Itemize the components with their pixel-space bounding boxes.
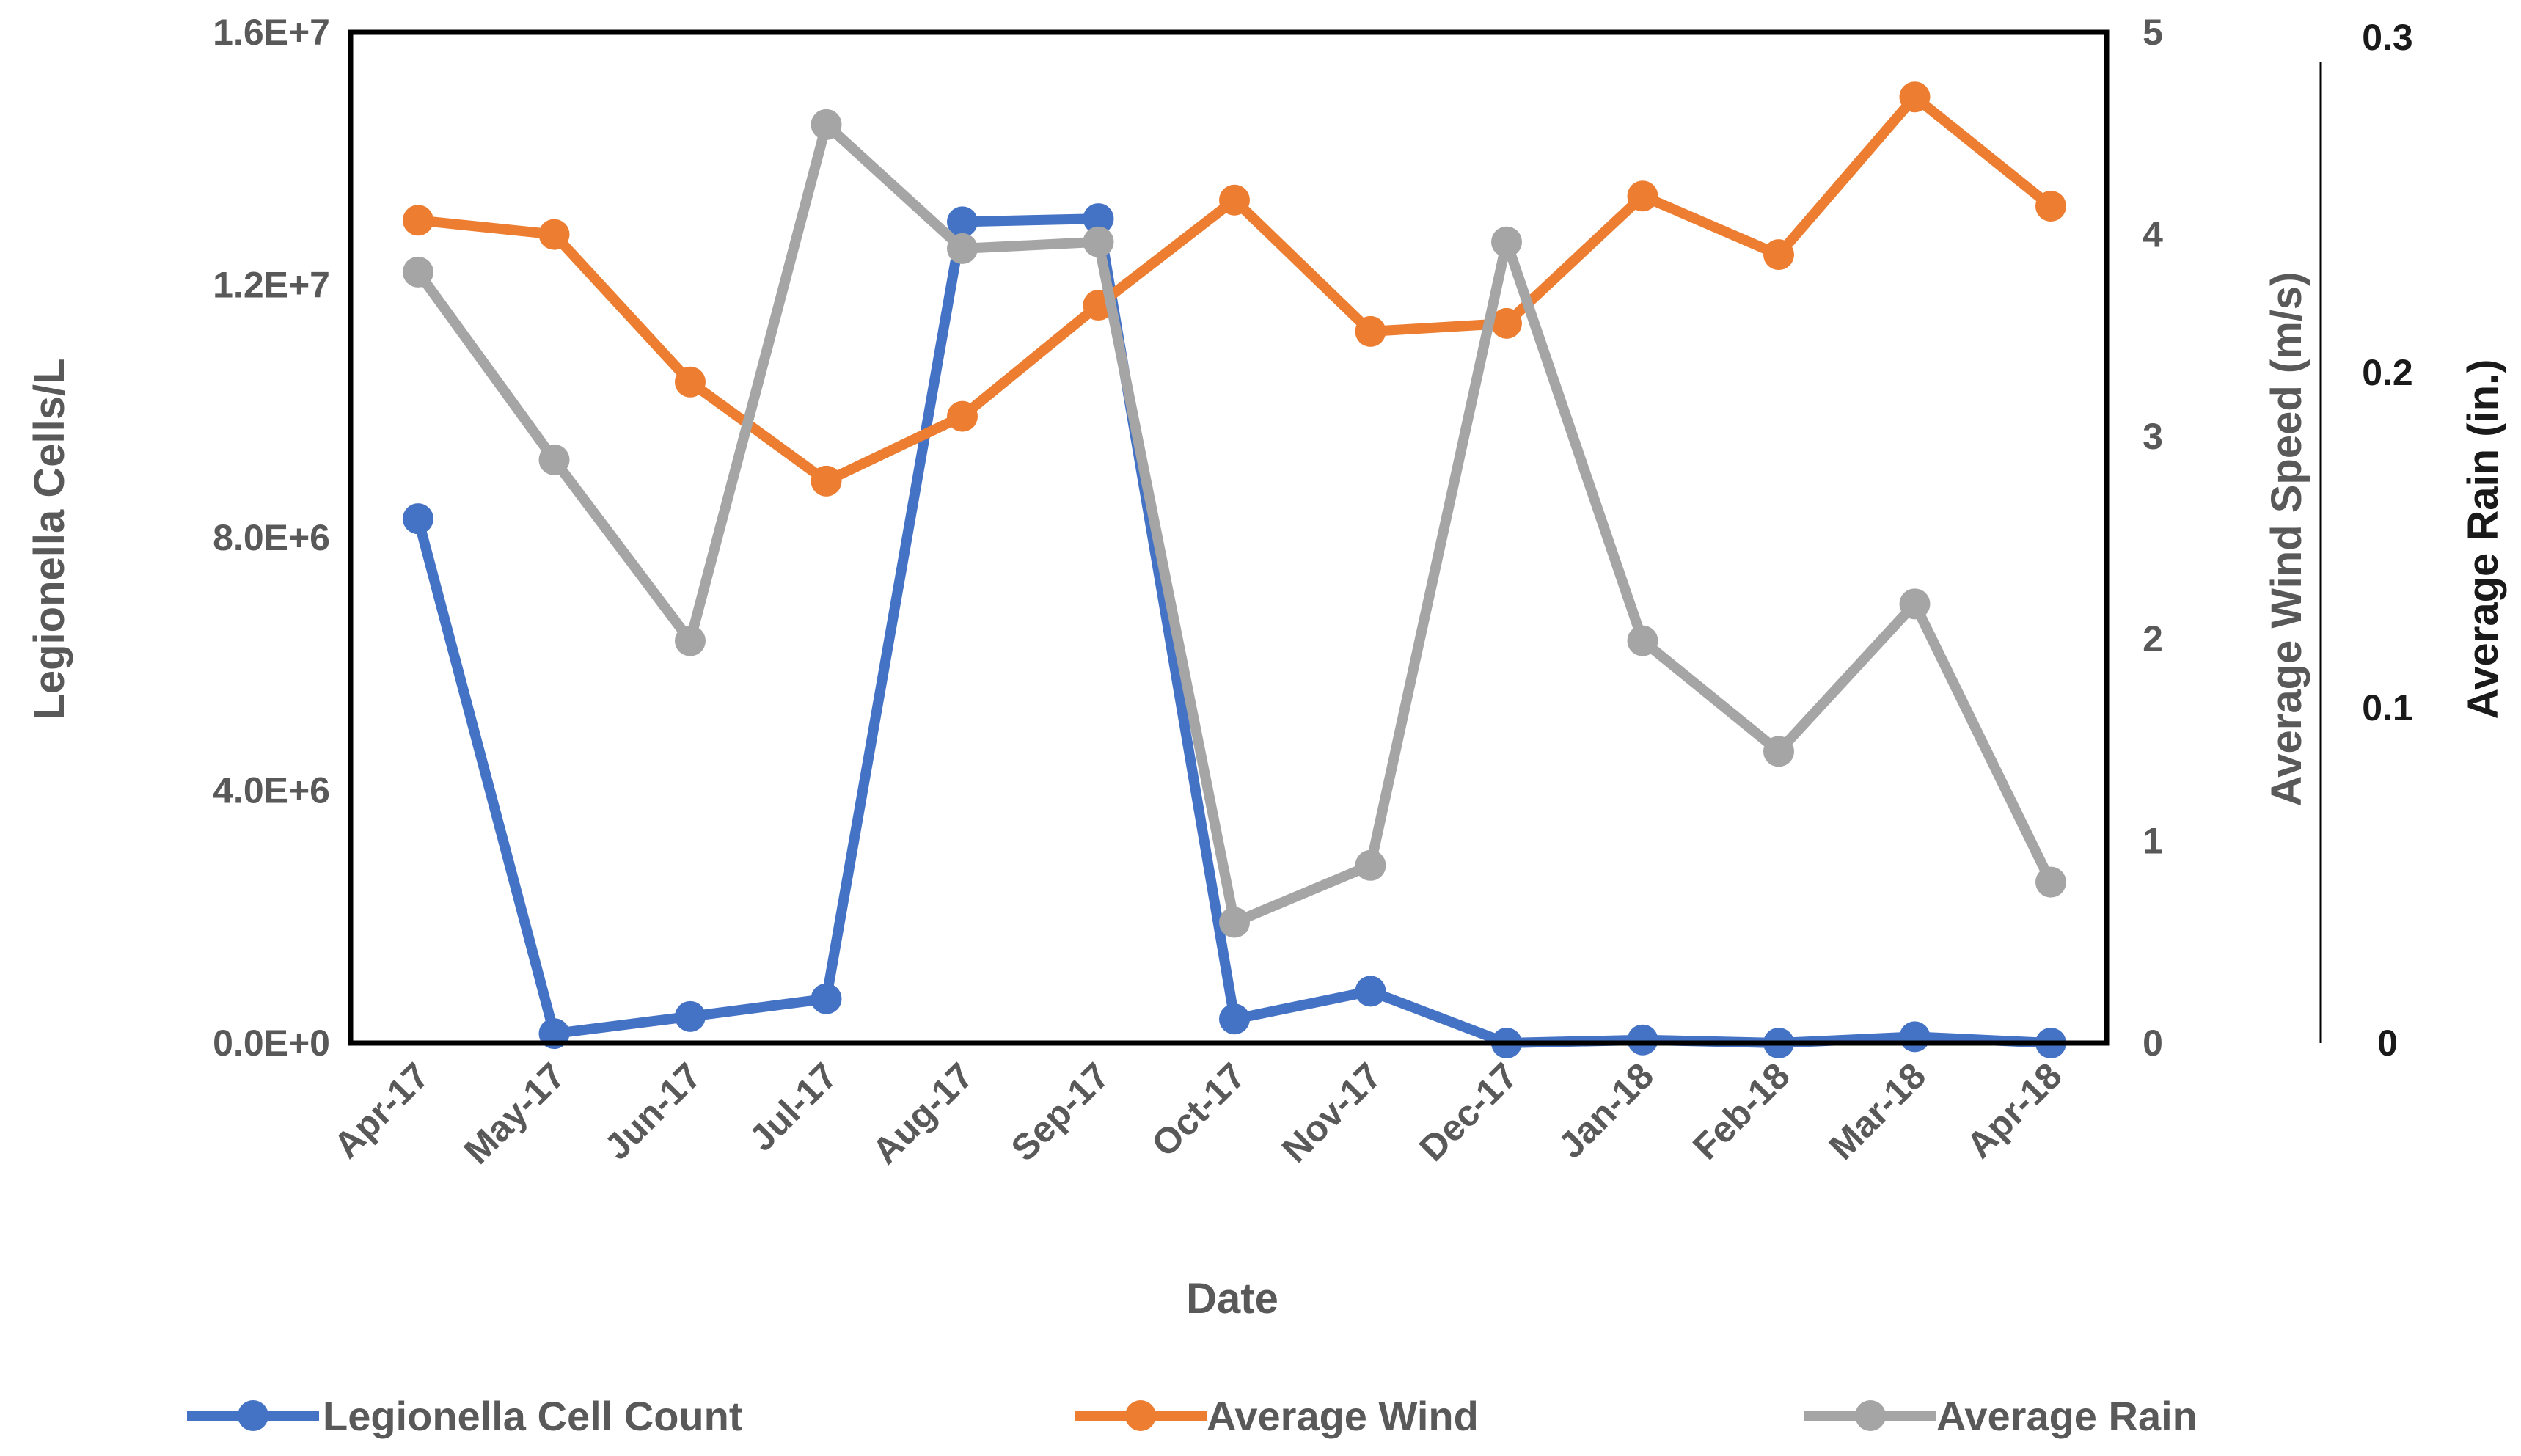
legend-marker [1125,1400,1156,1431]
rain-tick-label: 0 [2377,1023,2398,1064]
wind-tick-label: 3 [2143,416,2163,457]
left-axis-title: Legionella Cells/L [26,358,73,720]
legend-item: Average Rain [1804,1393,2198,1439]
x-tick-label: Jun-17 [596,1055,709,1168]
data-point [1083,226,1114,257]
data-point [1355,976,1386,1007]
data-point [1491,307,1522,339]
x-tick-label: Mar-18 [1821,1055,1934,1168]
legend-item: Average Wind [1075,1393,1479,1439]
data-point [1083,203,1114,235]
x-tick-label: Apr-17 [326,1055,437,1166]
legend-label: Average Wind [1207,1393,1479,1439]
data-point [1219,184,1250,216]
x-tick-label: May-17 [456,1055,573,1171]
series-line [414,119,2056,928]
plot-area-frame [348,29,2110,1046]
data-point [538,219,570,250]
data-point [1627,180,1658,212]
data-point [1763,736,1794,767]
x-tick-label: Apr-18 [1958,1055,2070,1166]
data-point [2035,866,2066,898]
wind-axis-title: Average Wind Speed (m/s) [2263,272,2310,807]
x-tick-label: Jan-18 [1551,1055,1662,1166]
series-layer [403,81,2066,1058]
x-tick-label: Nov-17 [1274,1055,1389,1170]
left-axis-ticks: 0.0E+0 4.0E+6 8.0E+6 1.2E+7 1.6E+7 [213,12,330,1064]
data-point [947,233,978,264]
data-point [675,366,706,398]
wind-tick-label: 4 [2143,214,2163,255]
wind-tick-label: 1 [2143,820,2163,861]
data-point [811,983,842,1014]
data-point [1355,315,1386,347]
legend-marker [1855,1400,1886,1431]
data-point [1763,239,1794,271]
data-point [1627,1024,1658,1056]
legend-marker [238,1400,268,1431]
x-tick-label: Aug-17 [864,1055,981,1171]
data-point [403,503,433,535]
series-2 [403,109,2066,938]
rain-axis-ticks: 0 0.1 0.2 0.3 [2362,17,2413,1064]
legend-label: Average Rain [1936,1393,2198,1439]
rain-tick-label: 0.3 [2362,17,2413,58]
data-point [1219,907,1250,938]
data-point [1219,1003,1250,1035]
x-tick-label: Dec-17 [1411,1055,1526,1169]
wind-tick-label: 5 [2143,12,2163,53]
rain-tick-label: 0.1 [2362,687,2413,728]
left-tick-label: 0.0E+0 [213,1023,330,1064]
data-point [811,109,842,140]
data-point [1899,1021,1931,1053]
data-point [403,256,433,288]
data-point [1355,849,1386,881]
data-point [675,625,706,656]
x-tick-label: Jul-17 [741,1055,845,1159]
x-tick-label: Sep-17 [1003,1055,1118,1169]
x-tick-label: Oct-17 [1144,1055,1254,1165]
legend: Legionella Cell Count Average Wind Average… [187,1393,2198,1439]
data-point [403,205,433,236]
x-axis-title: Date [1186,1275,1278,1323]
wind-tick-label: 0 [2143,1023,2163,1064]
wind-tick-label: 2 [2143,618,2163,659]
left-tick-label: 1.2E+7 [213,265,330,306]
legend-label: Legionella Cell Count [323,1393,742,1439]
data-point [538,444,570,475]
data-point [1899,588,1931,620]
legend-item: Legionella Cell Count [187,1393,742,1439]
data-point [1899,81,1931,113]
rain-tick-label: 0.2 [2362,352,2413,393]
data-point [811,465,842,497]
data-point [2035,191,2066,222]
left-tick-label: 1.6E+7 [213,12,330,53]
data-point [675,1000,706,1032]
left-tick-label: 4.0E+6 [213,770,330,811]
data-point [1627,625,1658,656]
wind-axis-ticks: 0 1 2 3 4 5 [2143,12,2163,1064]
data-point [947,400,978,432]
data-point [947,206,978,238]
x-axis-ticks: Apr-17 May-17 Jun-17 Jul-17 Aug-17 Sep-17 Oct-… [326,1055,2070,1171]
data-point [1491,226,1522,257]
series-line [417,92,2055,486]
left-tick-label: 8.0E+6 [213,517,330,558]
x-tick-label: Feb-18 [1685,1055,1798,1168]
rain-axis-title: Average Rain (in.) [2459,359,2507,720]
series-1 [403,81,2066,497]
